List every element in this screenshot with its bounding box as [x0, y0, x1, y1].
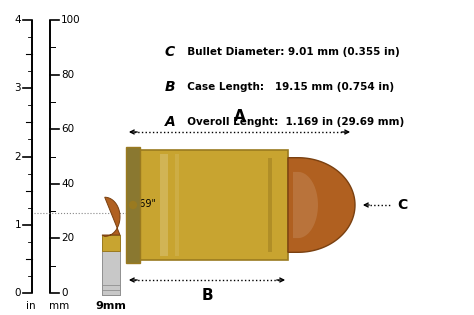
- Text: C: C: [165, 45, 175, 59]
- Text: 60: 60: [61, 124, 74, 134]
- Bar: [102, 235, 120, 295]
- Text: 4: 4: [14, 15, 21, 25]
- Bar: [160, 154, 168, 256]
- Text: 0: 0: [15, 288, 21, 298]
- Bar: [268, 158, 272, 252]
- Text: 0: 0: [61, 288, 67, 298]
- Bar: [140, 150, 288, 260]
- Text: A: A: [165, 115, 176, 129]
- Text: 1: 1: [14, 220, 21, 230]
- Text: mm: mm: [49, 301, 69, 311]
- Text: C: C: [397, 198, 407, 212]
- Text: 100: 100: [61, 15, 81, 25]
- Bar: [102, 235, 120, 251]
- Text: 1.169": 1.169": [125, 199, 157, 209]
- Text: A: A: [234, 109, 246, 124]
- Polygon shape: [102, 197, 120, 236]
- Text: Overoll Lenght:  1.169 in (29.69 mm): Overoll Lenght: 1.169 in (29.69 mm): [180, 117, 404, 127]
- Bar: [175, 154, 179, 256]
- Text: B: B: [165, 80, 176, 94]
- Text: B: B: [201, 288, 213, 303]
- Text: 2: 2: [14, 152, 21, 162]
- Text: 3: 3: [14, 83, 21, 93]
- Text: in: in: [26, 301, 36, 311]
- Text: 20: 20: [61, 233, 74, 243]
- Polygon shape: [293, 172, 318, 238]
- Bar: [126, 147, 140, 263]
- Text: 9mm: 9mm: [96, 301, 127, 311]
- Text: Bullet Diameter: 9.01 mm (0.355 in): Bullet Diameter: 9.01 mm (0.355 in): [180, 47, 400, 57]
- Text: 80: 80: [61, 70, 74, 80]
- Text: Case Length:   19.15 mm (0.754 in): Case Length: 19.15 mm (0.754 in): [180, 82, 394, 92]
- Polygon shape: [288, 158, 355, 252]
- Text: 40: 40: [61, 179, 74, 189]
- Circle shape: [129, 201, 137, 209]
